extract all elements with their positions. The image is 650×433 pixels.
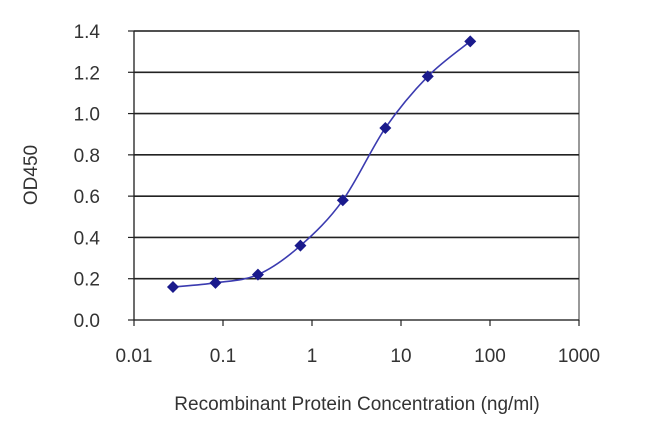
y-tick-label: 0.0 — [74, 311, 100, 332]
x-tick-label: 10 — [390, 346, 411, 367]
data-point — [166, 280, 179, 293]
x-tick-label: 0.1 — [210, 346, 236, 367]
y-axis: 0.0 0.2 0.4 0.6 0.8 1.0 1.2 1.4 — [74, 22, 134, 332]
x-tick-label: 1 — [307, 346, 318, 367]
x-axis: 0.01 0.1 1 10 100 1000 — [116, 320, 600, 367]
plot-area — [133, 30, 580, 321]
data-point — [294, 239, 307, 252]
data-point — [251, 268, 264, 281]
data-points — [166, 35, 477, 293]
y-tick-label: 0.6 — [74, 187, 100, 208]
y-tick-label: 0.8 — [74, 146, 100, 167]
data-point — [464, 35, 477, 48]
x-axis-title: Recombinant Protein Concentration (ng/ml… — [174, 394, 539, 415]
y-axis-title: OD450 — [21, 145, 42, 205]
x-tick-label: 100 — [474, 346, 506, 367]
x-tick-label: 1000 — [558, 346, 600, 367]
y-tick-label: 1.0 — [74, 105, 100, 126]
data-point — [209, 276, 222, 289]
data-point — [421, 70, 434, 83]
y-tick-label: 1.2 — [74, 63, 100, 84]
y-tick-label: 0.4 — [74, 228, 101, 249]
fit-curve — [172, 40, 471, 288]
x-tick-label: 0.01 — [116, 346, 153, 367]
y-tick-label: 0.2 — [74, 270, 100, 291]
data-point — [379, 122, 392, 135]
y-tick-label: 1.4 — [74, 22, 101, 43]
data-point — [336, 194, 349, 207]
grid — [134, 30, 579, 280]
